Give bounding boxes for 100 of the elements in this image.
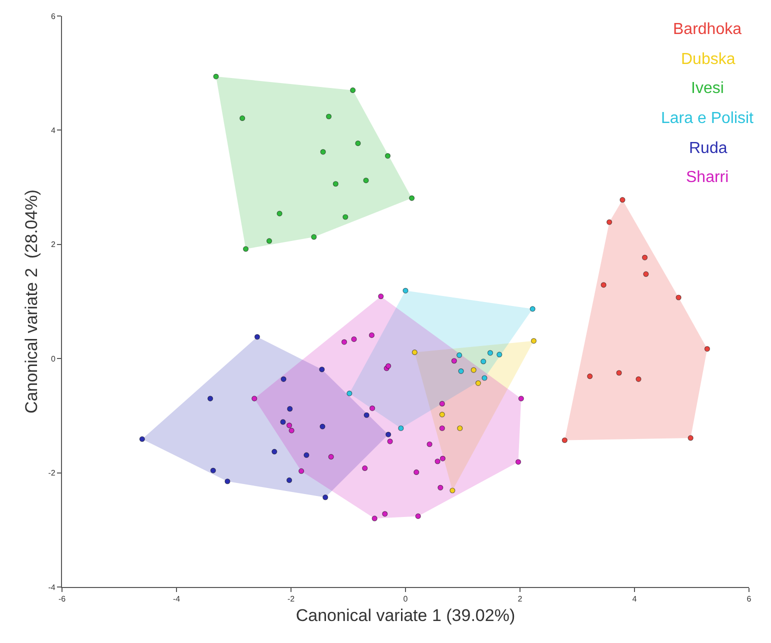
point <box>346 390 352 396</box>
point <box>704 346 710 352</box>
point <box>412 350 418 356</box>
text: Sharri <box>686 169 729 186</box>
point <box>480 358 486 364</box>
point <box>487 350 494 356</box>
point <box>326 114 332 120</box>
point <box>440 456 446 462</box>
point <box>363 178 369 184</box>
point <box>530 306 536 312</box>
point <box>642 254 648 260</box>
point <box>456 352 462 358</box>
point <box>496 352 502 358</box>
point <box>320 424 326 430</box>
point <box>288 428 294 434</box>
point <box>518 396 524 402</box>
point <box>370 405 376 412</box>
point <box>451 358 457 364</box>
y-axis-title: Canonical variate 2 (28.04%) <box>22 190 41 414</box>
y-tick-label: -2 <box>48 468 56 478</box>
point <box>515 459 522 465</box>
point <box>439 412 445 418</box>
y-tick-label: 2 <box>50 240 56 250</box>
point <box>320 149 326 155</box>
text: Dubska <box>681 51 736 68</box>
x-tick-label: 4 <box>632 594 638 604</box>
x-axis-title: Canonical variate 1 (39.02%) <box>296 606 516 625</box>
point <box>319 366 325 372</box>
point <box>398 425 404 432</box>
point <box>402 288 408 294</box>
point <box>587 374 593 380</box>
text: Lara e Polisit <box>661 110 754 127</box>
point <box>286 422 292 428</box>
point <box>280 376 286 382</box>
point <box>341 339 348 345</box>
x-tick-label: -6 <box>58 594 66 604</box>
point <box>287 406 293 412</box>
point <box>382 511 388 517</box>
point <box>438 484 444 490</box>
point <box>409 195 415 201</box>
x-tick-label: -4 <box>172 594 181 604</box>
point <box>415 513 421 519</box>
point <box>387 438 393 444</box>
text: Ruda <box>689 140 728 157</box>
point <box>616 370 622 376</box>
point <box>386 363 392 369</box>
point <box>688 435 694 441</box>
text: Ivesi <box>691 80 724 97</box>
point <box>482 375 488 381</box>
point <box>378 294 384 300</box>
point <box>470 367 476 373</box>
point <box>280 419 286 425</box>
point <box>384 153 391 159</box>
point <box>139 436 145 442</box>
y-tick-label: 4 <box>50 126 56 135</box>
point <box>372 516 378 522</box>
point <box>213 74 219 80</box>
x-tick-label: -2 <box>287 594 296 604</box>
point <box>286 477 292 484</box>
point <box>364 412 370 418</box>
point <box>350 87 356 94</box>
point <box>426 441 432 448</box>
point <box>254 334 260 340</box>
point <box>355 140 361 146</box>
point <box>210 468 216 474</box>
point <box>224 478 230 484</box>
point <box>457 425 463 432</box>
point <box>266 238 272 244</box>
point <box>332 181 338 187</box>
point <box>643 271 649 277</box>
point <box>530 338 537 344</box>
point <box>322 494 328 500</box>
point <box>458 368 464 374</box>
y-tick-label: 6 <box>50 12 56 21</box>
point <box>414 469 420 476</box>
point <box>272 448 278 454</box>
y-tick-label: -4 <box>48 582 56 592</box>
point <box>298 468 304 474</box>
point <box>276 210 282 216</box>
point <box>351 336 357 342</box>
point <box>600 282 606 288</box>
point <box>240 115 246 122</box>
x-tick-label: 6 <box>746 594 752 604</box>
point <box>242 246 249 252</box>
point <box>252 396 258 402</box>
point <box>362 465 368 472</box>
point <box>636 376 642 382</box>
point <box>606 219 612 225</box>
x-tick-label: 2 <box>518 594 523 604</box>
point <box>328 454 334 460</box>
point <box>562 437 568 444</box>
y-tick-label: 0 <box>50 354 56 364</box>
point <box>620 197 626 203</box>
point <box>475 380 482 386</box>
point <box>342 214 348 220</box>
x-tick-label: 0 <box>403 594 408 604</box>
point <box>676 294 682 300</box>
point <box>207 396 214 402</box>
point <box>450 488 456 494</box>
point <box>386 432 392 438</box>
